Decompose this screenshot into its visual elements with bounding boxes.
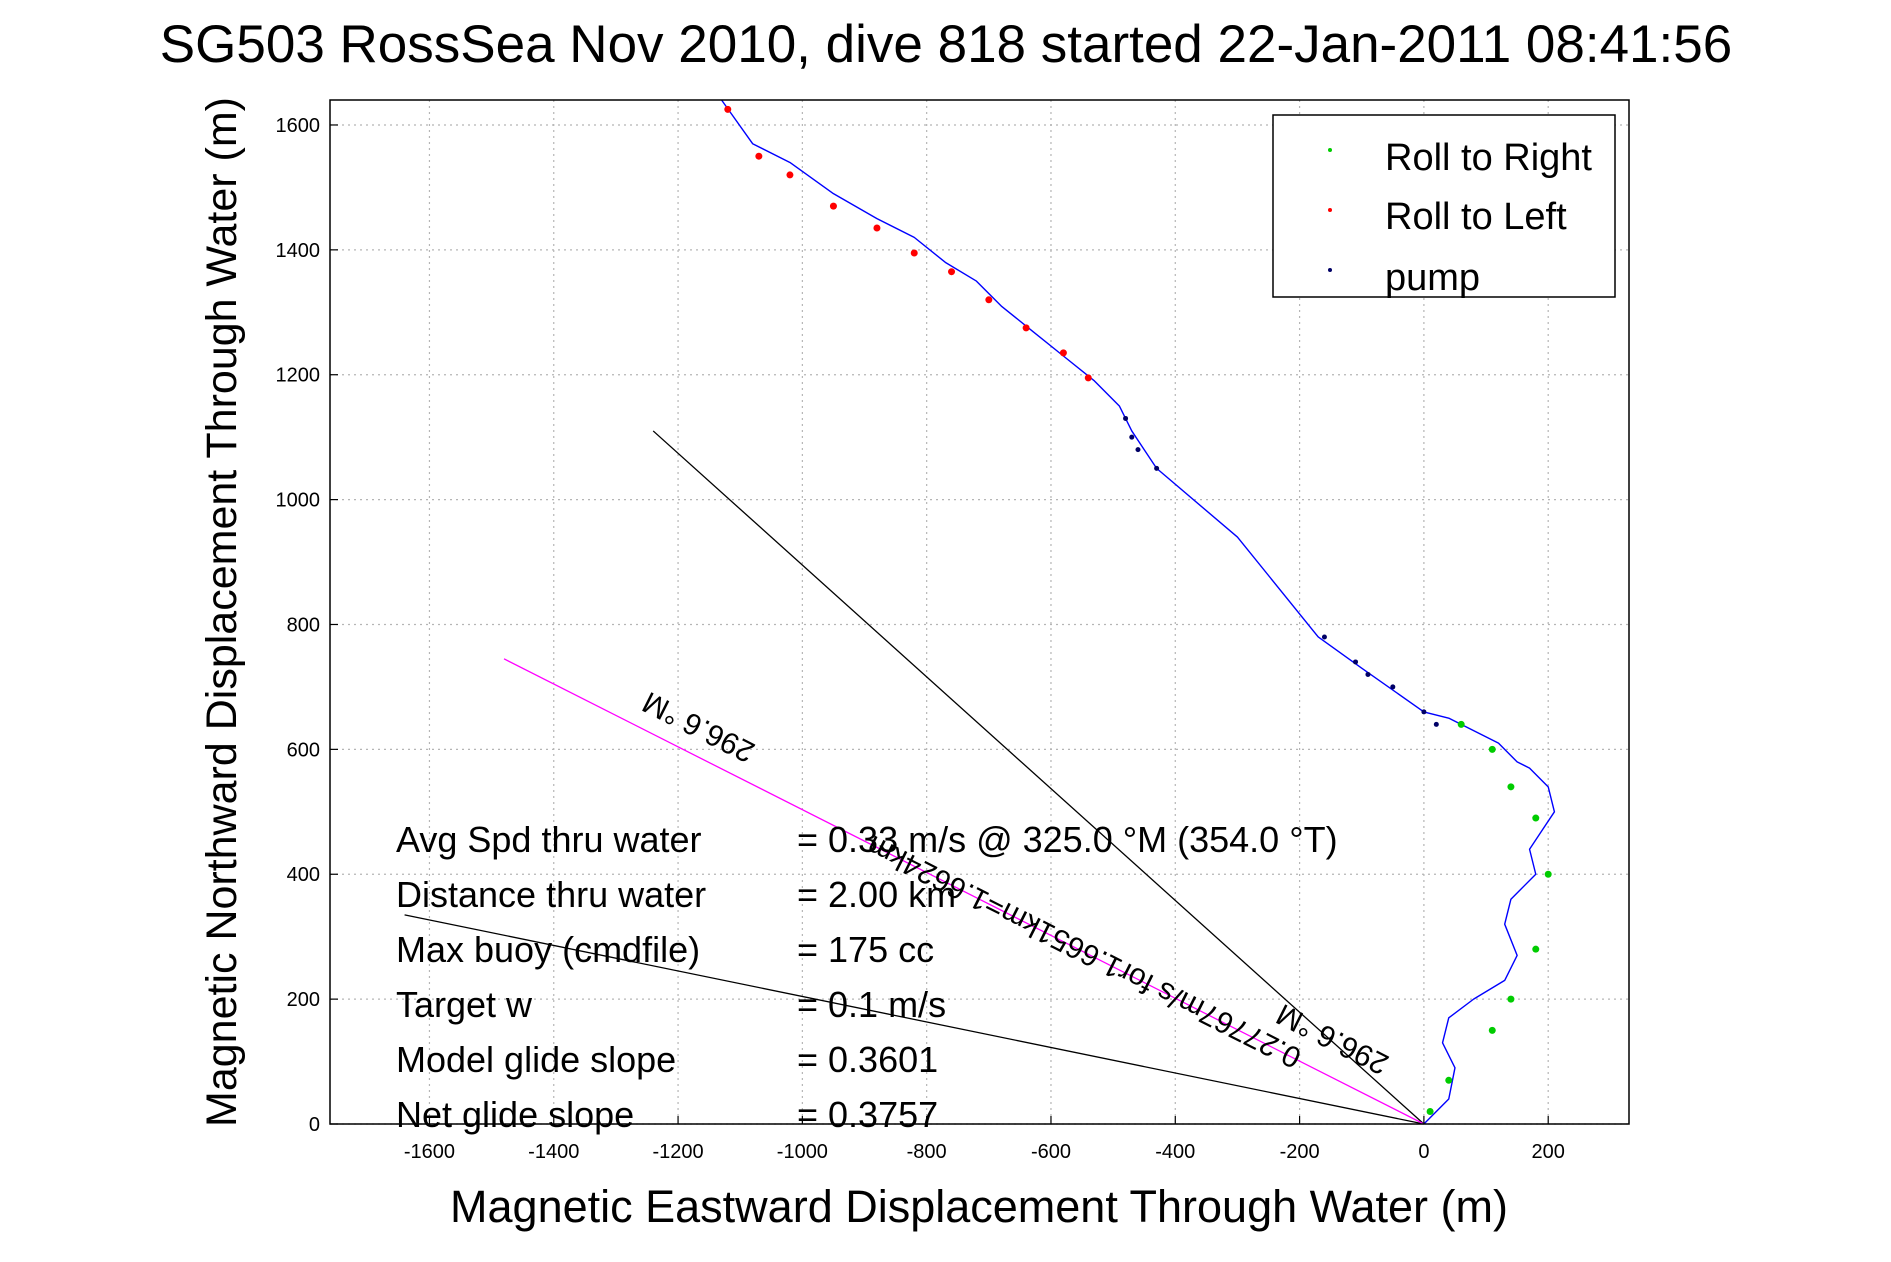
pump-point — [1421, 709, 1427, 715]
pump-point — [1365, 671, 1371, 677]
x-tick-label: 0 — [1418, 1141, 1429, 1163]
y-tick-label: 600 — [287, 739, 320, 761]
stat-label: Max buoy (cmdfile) — [396, 929, 700, 970]
y-tick-label: 1600 — [276, 115, 321, 137]
legend: Roll to Right Roll to Left pump — [1272, 114, 1616, 299]
reference-line — [652, 430, 1425, 1125]
y-tick-label: 1400 — [276, 240, 321, 262]
stat-label: Target w — [396, 984, 533, 1025]
x-axis-label: Magnetic Eastward Displacement Through W… — [450, 1181, 1508, 1232]
legend-label-roll-right: Roll to Right — [1385, 137, 1592, 179]
pump-point — [1433, 721, 1439, 727]
pump-point — [1129, 434, 1135, 440]
stat-label: Net glide slope — [396, 1094, 634, 1135]
roll-right-point — [1544, 870, 1552, 878]
pump-point — [1154, 465, 1160, 471]
roll-right-point — [1488, 745, 1496, 753]
roll-right-point — [1426, 1108, 1434, 1116]
stat-value: = 0.3601 — [797, 1039, 938, 1080]
legend-label-pump: pump — [1385, 257, 1480, 299]
y-tick-label: 0 — [309, 1114, 320, 1136]
roll-right-point — [1457, 720, 1465, 728]
reference-line — [503, 658, 1425, 1125]
roll-right-point — [1532, 814, 1540, 822]
stat-label: Avg Spd thru water — [396, 819, 702, 860]
stat-value: = 0.3757 — [797, 1094, 938, 1135]
roll-left-point — [1022, 324, 1030, 332]
x-tick-label: -200 — [1280, 1141, 1320, 1163]
legend-marker-pump — [1328, 268, 1332, 272]
stat-value: = 175 cc — [797, 929, 934, 970]
stat-value: = 2.00 km — [797, 874, 956, 915]
axes-frame — [329, 99, 1630, 1125]
glider-track-line — [720, 99, 1556, 1125]
roll-left-point — [724, 105, 732, 113]
roll-left-point — [1084, 374, 1092, 382]
roll-left-point — [755, 152, 763, 160]
stat-value: = 0.33 m/s @ 325.0 °M (354.0 °T) — [797, 819, 1338, 860]
stat-value: = 0.1 m/s — [797, 984, 946, 1025]
y-tick-label: 200 — [287, 989, 320, 1011]
x-tick-label: 200 — [1532, 1141, 1565, 1163]
roll-right-point — [1532, 945, 1540, 953]
x-tick-label: -800 — [907, 1141, 947, 1163]
roll-right-point — [1488, 1026, 1496, 1034]
pump-point — [1123, 415, 1129, 421]
y-tick-label: 1200 — [276, 365, 321, 387]
dive-stats: Avg Spd thru water = 0.33 m/s @ 325.0 °M… — [396, 819, 1338, 1135]
roll-left-point — [786, 171, 794, 179]
x-tick-label: -1000 — [777, 1141, 828, 1163]
stat-label: Distance thru water — [396, 874, 706, 915]
legend-label-roll-left: Roll to Left — [1385, 196, 1567, 238]
legend-marker-roll-right — [1328, 148, 1332, 152]
reference-line — [404, 914, 1425, 1125]
roll-left-point — [948, 268, 956, 276]
axis-ticks: -1600 -1400 -1200 -1000 -800 -600 -400 -200 0 200… — [276, 115, 1565, 1163]
x-tick-label: -1600 — [404, 1141, 455, 1163]
roll-left-point — [873, 224, 881, 232]
roll-left-point — [910, 249, 918, 257]
chart-title: SG503 RossSea Nov 2010, dive 818 started… — [160, 15, 1732, 74]
pump-point — [1135, 447, 1141, 453]
roll-left-point — [985, 296, 993, 304]
legend-marker-roll-left — [1328, 208, 1332, 212]
roll-right-point — [1507, 995, 1515, 1003]
roll-right-point — [1445, 1076, 1453, 1084]
pump-point — [1353, 659, 1359, 665]
roll-left-point — [1059, 349, 1067, 357]
x-tick-label: -1400 — [528, 1141, 579, 1163]
line-annotation: 296.6 °M — [637, 685, 759, 769]
x-tick-label: -1200 — [652, 1141, 703, 1163]
grid-lines — [330, 100, 1629, 1125]
y-tick-label: 400 — [287, 864, 320, 886]
roll-right-point — [1507, 783, 1515, 791]
y-tick-label: 1000 — [276, 490, 321, 512]
pump-point — [1321, 634, 1327, 640]
line-annotations: 296.6 °M0.27767m/s for1.6651km=1.6624km2… — [637, 685, 1393, 1081]
pump-point — [1390, 684, 1396, 690]
y-axis-label: Magnetic Northward Displacement Through … — [198, 97, 246, 1127]
stat-label: Model glide slope — [396, 1039, 676, 1080]
x-tick-label: -600 — [1031, 1141, 1071, 1163]
x-tick-label: -400 — [1155, 1141, 1195, 1163]
roll-left-point — [829, 202, 837, 210]
plot-area — [404, 99, 1556, 1125]
y-tick-label: 800 — [287, 614, 320, 636]
legend-box — [1272, 114, 1616, 298]
